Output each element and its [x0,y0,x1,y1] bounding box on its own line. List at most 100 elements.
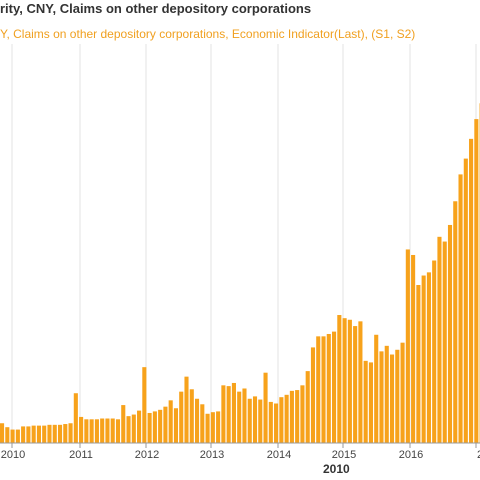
bar [115,419,121,443]
bar [231,382,236,443]
bar [89,419,94,443]
bar [68,423,73,443]
bar [73,393,78,443]
legend-series-label: Y, Claims on other depository corporatio… [0,27,416,41]
bar [194,398,200,443]
x-axis-ticks: 2010 2011 2012 2013 2014 2015 2016 20 [1,443,480,461]
bar [242,388,247,443]
bar [421,275,426,443]
bar [368,362,373,443]
bar [363,360,368,443]
bar [226,386,231,443]
bar [147,412,152,443]
bar [158,409,163,443]
bar [84,419,89,443]
bar [189,389,194,443]
bar [210,412,215,443]
x-tick-label: 2015 [332,449,356,461]
bar [252,396,258,443]
bar [47,424,52,443]
x-tick-label: 2014 [267,449,291,461]
bar [453,201,458,443]
bar [289,390,294,443]
bar [400,342,405,443]
bar [142,367,147,443]
bar [337,315,342,443]
bar [416,285,421,443]
bar [63,424,68,443]
bar [263,372,268,443]
bar [237,391,242,443]
bar [105,418,110,443]
bar [179,391,184,443]
bar [310,347,316,443]
bar [405,249,410,443]
bar [94,419,99,443]
bar [395,349,400,443]
x-tick-label: 20 [477,449,480,461]
bar [121,405,126,443]
bar [5,427,10,443]
bar [305,371,310,443]
bar [353,326,358,443]
bar [26,426,31,443]
bar [342,318,347,443]
bar [57,424,63,443]
bar [316,336,321,443]
bar [469,138,474,443]
bar [173,408,179,443]
x-tick-label: 2011 [69,449,93,461]
bar [184,376,189,443]
bar [374,334,379,443]
bar [284,394,289,443]
bar [447,224,453,443]
bar [221,385,226,443]
bar [426,272,431,443]
bar [15,429,20,443]
bar [0,423,5,443]
bar [463,158,468,443]
bar [216,411,221,443]
bar [379,351,384,443]
bar [295,390,300,443]
x-tick-label: 2016 [399,449,423,461]
bar [205,413,210,443]
bar [474,119,479,443]
bar [42,425,47,443]
bar [200,404,205,443]
chart-title: rity, CNY, Claims on other depository co… [0,1,312,16]
bar [10,429,15,443]
bar [36,425,41,443]
bar [79,416,84,443]
bar [389,354,395,443]
bar [21,426,26,443]
bar [258,399,263,443]
bar [137,410,142,443]
bar [152,411,157,443]
bar [300,385,305,443]
bar [279,397,284,443]
bar [268,401,273,443]
bar [131,414,136,443]
bar [358,321,363,443]
x-tick-label: 2010 [1,449,25,461]
bar [126,416,131,443]
x-tick-label: 2013 [200,449,224,461]
bar [247,398,252,443]
bar [100,418,105,443]
bar [458,174,463,443]
bar [52,424,57,443]
bar [332,331,337,443]
x-tick-label: 2012 [135,449,159,461]
bar [110,418,115,443]
bar [326,333,331,443]
bar [31,425,36,443]
bar [321,336,326,443]
bar [163,406,168,443]
bar [168,400,173,443]
bar [437,236,442,443]
bar [442,241,447,443]
bar [384,345,389,443]
bar [274,403,279,443]
